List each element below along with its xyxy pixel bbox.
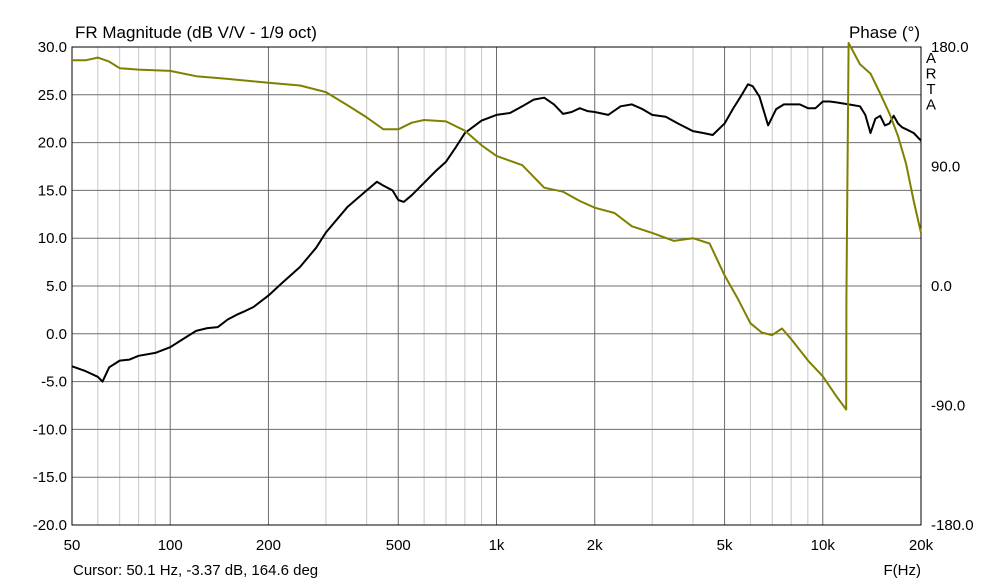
series-layer <box>71 42 922 411</box>
y-tick-label: 15.0 <box>38 182 67 199</box>
x-tick-label: 500 <box>386 537 411 554</box>
x-tick-label: 20k <box>909 537 934 554</box>
watermark-letter: R <box>926 66 937 83</box>
phase-series-line <box>72 42 922 411</box>
grid <box>72 47 921 525</box>
x-tick-label: 5k <box>717 537 733 554</box>
y-tick-label: 25.0 <box>38 87 67 104</box>
x-tick-label: 2k <box>587 537 603 554</box>
x-tick-label: 200 <box>256 537 281 554</box>
y2-tick-label: 90.0 <box>931 159 960 176</box>
y-tick-label: -5.0 <box>41 374 67 391</box>
watermark-letter: A <box>926 97 936 114</box>
left-axis-ticks: 30.0 25.0 20.0 15.0 10.0 5.0 0.0 -5.0 -10.0 -15.0… <box>33 39 67 534</box>
x-tick-label: 1k <box>489 537 505 554</box>
chart-title: FR Magnitude (dB V/V - 1/9 oct) <box>75 23 317 42</box>
y2-tick-label: 0.0 <box>931 278 952 295</box>
y2-tick-label: 180.0 <box>931 39 969 56</box>
y-tick-label: 0.0 <box>46 326 67 343</box>
x-axis-label: F(Hz) <box>884 562 922 579</box>
x-axis-ticks: 50 100 200 500 1k 2k 5k 10k 20k <box>64 537 934 554</box>
watermark-letter: A <box>926 50 936 67</box>
y-tick-label: 5.0 <box>46 278 67 295</box>
plot-frame <box>71 46 922 526</box>
y2-tick-label: -180.0 <box>931 517 974 534</box>
x-tick-label: 50 <box>64 537 81 554</box>
y-tick-label: 30.0 <box>38 39 67 56</box>
y-tick-label: 20.0 <box>38 135 67 152</box>
y-tick-label: -20.0 <box>33 517 67 534</box>
watermark-letter: T <box>926 81 935 98</box>
x-tick-label: 100 <box>158 537 183 554</box>
right-axis-ticks: 180.0 90.0 0.0 -90.0 -180.0 <box>931 39 974 534</box>
cursor-readout: Cursor: 50.1 Hz, -3.37 dB, 164.6 deg <box>73 562 318 579</box>
right-axis-title: Phase (°) <box>849 23 920 42</box>
y-tick-label: -10.0 <box>33 421 67 438</box>
y2-tick-label: -90.0 <box>931 398 965 415</box>
magnitude-series-line <box>71 83 922 383</box>
y-tick-label: 10.0 <box>38 230 67 247</box>
x-tick-label: 10k <box>811 537 836 554</box>
y-tick-label: -15.0 <box>33 469 67 486</box>
